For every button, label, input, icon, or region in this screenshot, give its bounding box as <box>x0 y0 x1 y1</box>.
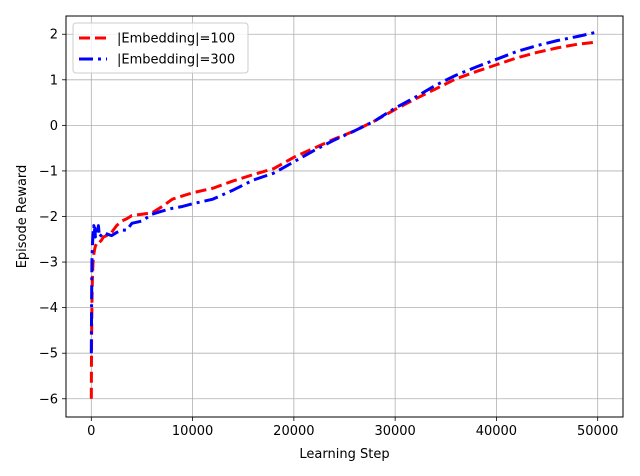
x-tick-label: 50000 <box>577 424 618 439</box>
series-line-2 <box>89 30 599 354</box>
legend-label-series-1: |Embedding|=100 <box>117 32 235 47</box>
y-tick-label: −3 <box>39 256 58 271</box>
x-axis-label: Learning Step <box>299 447 389 462</box>
plot-area <box>89 30 599 399</box>
series-lines <box>89 30 599 399</box>
x-axis-ticks: 0 10000 20000 30000 40000 50000 <box>87 417 618 439</box>
y-tick-label: 0 <box>50 119 58 134</box>
y-tick-label: −2 <box>39 210 58 225</box>
grid <box>66 16 623 417</box>
y-axis-label: Episode Reward <box>15 165 30 269</box>
x-tick-label: 10000 <box>172 424 213 439</box>
x-tick-label: 20000 <box>273 424 314 439</box>
y-axis-ticks: −6 −5 −4 −3 −2 −1 0 1 2 <box>39 28 66 407</box>
y-tick-label: −1 <box>39 164 58 179</box>
x-tick-label: 0 <box>87 424 95 439</box>
y-tick-label: −4 <box>39 301 58 316</box>
y-tick-label: 2 <box>50 28 58 43</box>
legend: |Embedding|=100 |Embedding|=300 <box>72 22 249 74</box>
y-tick-label: −5 <box>39 347 58 362</box>
x-tick-label: 40000 <box>476 424 517 439</box>
legend-label-series-2: |Embedding|=300 <box>117 53 235 68</box>
x-tick-label: 30000 <box>374 424 415 439</box>
legend-box <box>72 22 249 74</box>
series-line-1 <box>89 40 598 399</box>
y-tick-label: −6 <box>39 392 58 407</box>
y-tick-label: 1 <box>50 73 58 88</box>
